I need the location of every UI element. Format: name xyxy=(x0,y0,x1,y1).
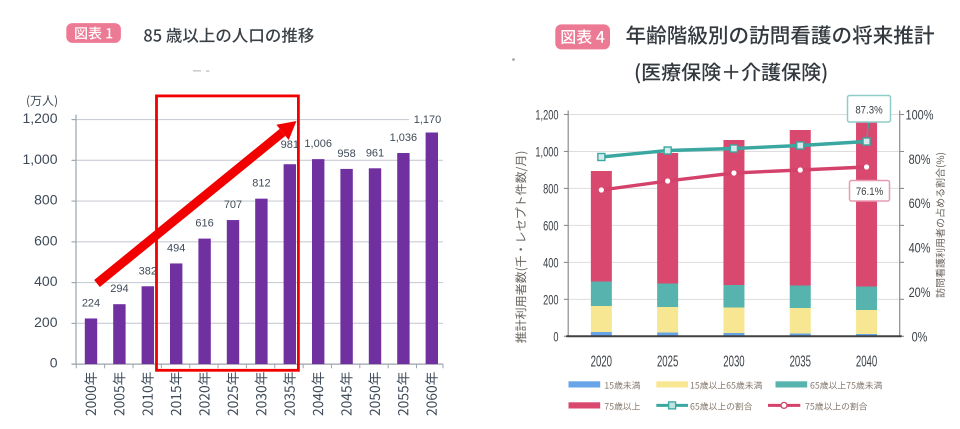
svg-text:40%: 40% xyxy=(909,240,931,256)
svg-text:1,200: 1,200 xyxy=(535,107,558,124)
svg-text:812: 812 xyxy=(252,178,270,190)
svg-text:0: 0 xyxy=(50,355,58,371)
svg-text:1,036: 1,036 xyxy=(390,132,418,144)
svg-text:87.3%: 87.3% xyxy=(855,104,883,117)
svg-text:958: 958 xyxy=(337,148,355,160)
svg-text:400: 400 xyxy=(34,273,58,289)
svg-text:600: 600 xyxy=(543,217,559,234)
svg-text:0: 0 xyxy=(553,328,558,345)
svg-text:400: 400 xyxy=(543,254,559,271)
svg-text:1,000: 1,000 xyxy=(22,151,57,167)
svg-text:2035: 2035 xyxy=(790,352,811,370)
svg-text:80%: 80% xyxy=(909,152,931,168)
svg-text:981: 981 xyxy=(281,139,299,151)
svg-text:76.1%: 76.1% xyxy=(856,185,884,198)
svg-text:60%: 60% xyxy=(909,196,931,212)
svg-text:707: 707 xyxy=(224,199,242,211)
svg-text:100%: 100% xyxy=(906,107,934,123)
svg-text:224: 224 xyxy=(82,297,100,309)
svg-text:2030: 2030 xyxy=(723,352,744,370)
svg-text:600: 600 xyxy=(34,232,58,248)
svg-text:382: 382 xyxy=(139,265,157,277)
svg-text:2025: 2025 xyxy=(657,352,678,370)
svg-text:800: 800 xyxy=(543,180,559,197)
svg-text:800: 800 xyxy=(34,192,58,208)
svg-text:494: 494 xyxy=(167,242,185,254)
svg-text:200: 200 xyxy=(543,291,559,308)
svg-text:2020: 2020 xyxy=(591,352,612,370)
svg-text:294: 294 xyxy=(110,283,128,295)
svg-text:2040: 2040 xyxy=(856,352,877,370)
svg-text:0%: 0% xyxy=(912,329,928,345)
svg-text:1,006: 1,006 xyxy=(304,138,332,150)
svg-text:616: 616 xyxy=(195,218,213,230)
svg-text:200: 200 xyxy=(34,314,58,330)
svg-text:1,000: 1,000 xyxy=(535,143,558,160)
svg-text:20%: 20% xyxy=(909,285,931,301)
svg-text:961: 961 xyxy=(366,147,384,159)
svg-text:1,200: 1,200 xyxy=(22,110,57,126)
svg-text:1,170: 1,170 xyxy=(414,114,442,126)
